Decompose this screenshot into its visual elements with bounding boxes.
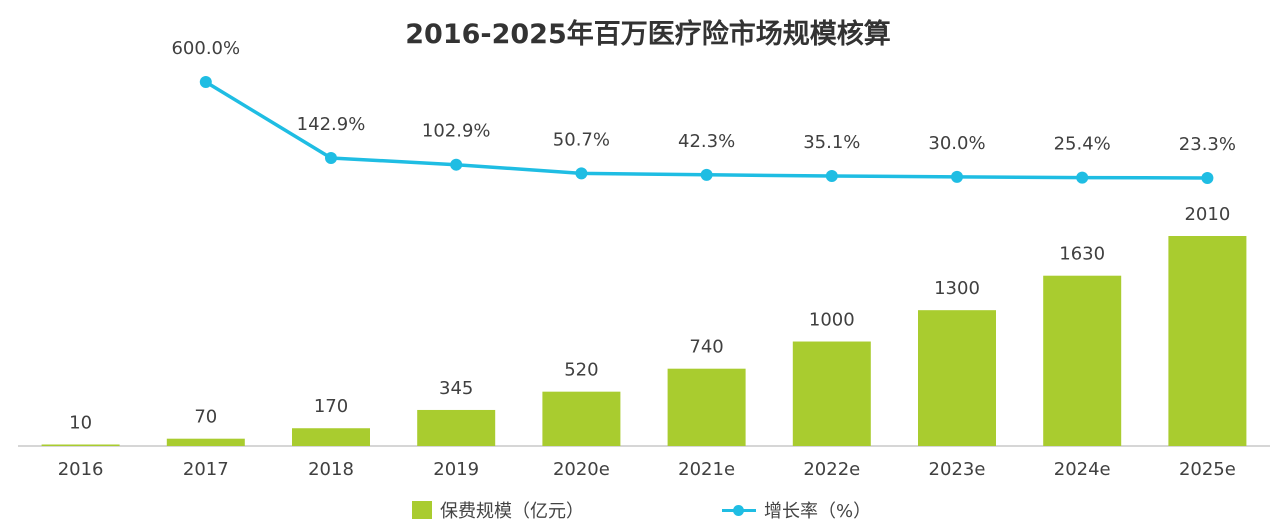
growth-point-2017 xyxy=(199,76,212,88)
bar-value-label: 170 xyxy=(314,396,348,417)
growth-value-label: 25.4% xyxy=(1054,134,1111,155)
legend-label-growth: 增长率（%） xyxy=(764,501,872,522)
growth-point-2018 xyxy=(325,152,337,164)
growth-point-2024e xyxy=(1076,171,1089,184)
bar-2017 xyxy=(166,438,245,446)
growth-point-2019 xyxy=(450,158,463,171)
bar-value-label: 520 xyxy=(564,360,598,381)
bar-value-label: 10 xyxy=(69,413,92,434)
bar-2018 xyxy=(292,428,370,446)
growth-point-2023e xyxy=(951,170,963,183)
growth-value-label: 42.3% xyxy=(678,131,735,152)
legend-item-premium: 保费规模（亿元） xyxy=(412,497,584,523)
legend-bar-swatch xyxy=(412,501,432,519)
bar-2023e xyxy=(918,310,996,446)
bar-2022e xyxy=(792,341,871,446)
x-tick-label: 2020e xyxy=(553,459,610,480)
x-tick-label: 2023e xyxy=(929,459,986,480)
bar-2020e xyxy=(542,391,621,446)
chart-title: 2016-2025年百万医疗险市场规模核算 xyxy=(405,19,891,50)
x-tick-label: 2018 xyxy=(308,459,354,480)
growth-value-label: 35.1% xyxy=(803,132,860,153)
growth-point-2022e xyxy=(825,170,838,183)
x-tick-label: 2025e xyxy=(1179,459,1236,480)
x-tick-label: 2022e xyxy=(803,459,860,480)
legend-label-premium: 保费规模（亿元） xyxy=(440,501,584,522)
legend-item-growth: 增长率（%） xyxy=(722,497,871,523)
bar-value-label: 70 xyxy=(194,407,217,428)
bar-value-label: 1300 xyxy=(934,278,980,299)
x-tick-label: 2017 xyxy=(183,459,229,480)
bar-value-label: 2010 xyxy=(1184,204,1230,225)
bar-value-label: 740 xyxy=(689,337,723,358)
bar-2025e xyxy=(1168,236,1247,446)
growth-value-label: 142.9% xyxy=(297,114,366,135)
bar-value-label: 1630 xyxy=(1059,244,1105,265)
growth-point-2025e xyxy=(1201,172,1214,184)
bar-value-label: 345 xyxy=(439,378,473,399)
bar-2016 xyxy=(41,444,120,446)
growth-point-2020e xyxy=(575,167,588,180)
growth-value-label: 102.9% xyxy=(422,121,491,142)
bar-2024e xyxy=(1043,275,1122,446)
bar-2019 xyxy=(417,409,496,446)
growth-value-label: 50.7% xyxy=(553,129,610,150)
bar-value-label: 1000 xyxy=(809,310,855,331)
growth-point-2021e xyxy=(700,168,713,181)
x-tick-label: 2019 xyxy=(433,459,479,480)
chart-legend: 保费规模（亿元） 增长率（%） xyxy=(0,497,1280,523)
growth-value-label: 30.0% xyxy=(928,133,985,154)
x-tick-label: 2016 xyxy=(58,459,104,480)
x-tick-label: 2021e xyxy=(678,459,735,480)
x-tick-label: 2024e xyxy=(1054,459,1111,480)
bar-2021e xyxy=(667,368,746,446)
growth-value-label: 600.0% xyxy=(171,38,240,59)
growth-value-label: 23.3% xyxy=(1179,134,1236,155)
legend-line-swatch xyxy=(722,501,756,519)
